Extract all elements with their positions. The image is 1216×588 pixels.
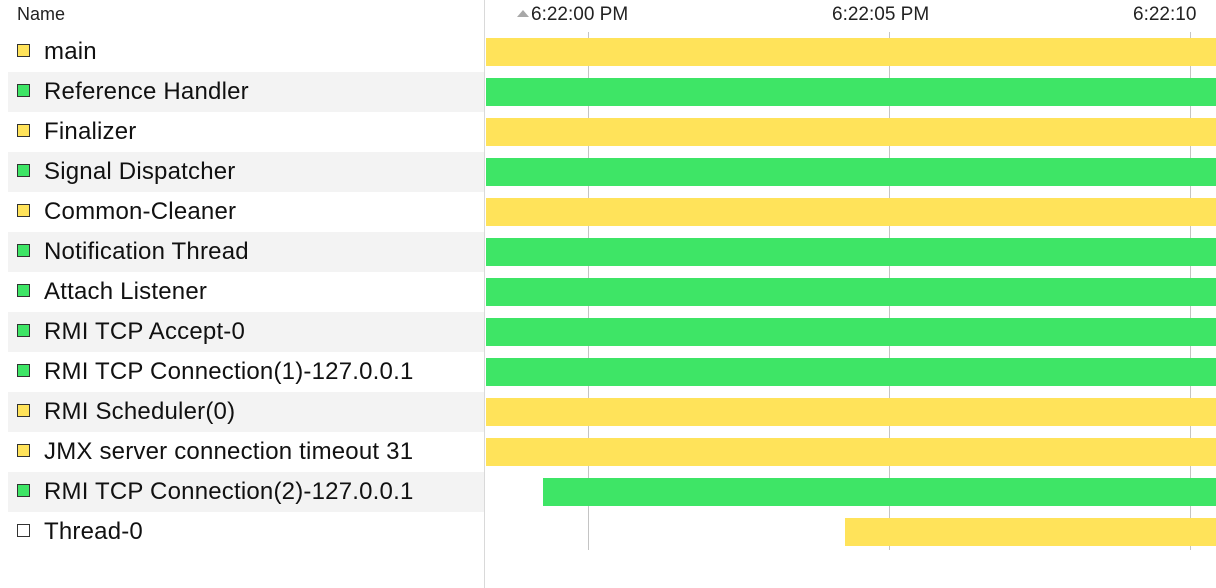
thread-row[interactable]: Finalizer [0, 112, 1216, 152]
thread-row[interactable]: Signal Dispatcher [0, 152, 1216, 192]
thread-row[interactable]: Attach Listener [0, 272, 1216, 312]
thread-row[interactable]: JMX server connection timeout 31 [0, 432, 1216, 472]
thread-state-bar[interactable] [486, 238, 1216, 266]
thread-name-label: Attach Listener [44, 278, 208, 305]
thread-state-icon [17, 524, 30, 537]
time-tick-label: 6:22:05 PM [832, 4, 930, 25]
thread-name-label: Signal Dispatcher [44, 158, 236, 185]
thread-name-label: main [44, 38, 97, 65]
thread-state-icon [17, 484, 30, 497]
thread-name-label: Notification Thread [44, 238, 249, 265]
thread-state-bar[interactable] [486, 278, 1216, 306]
thread-state-icon [17, 164, 30, 177]
time-tick-label: 6:22:10 [1133, 4, 1197, 25]
thread-name-label: JMX server connection timeout 31 [44, 438, 414, 465]
thread-state-bar[interactable] [486, 358, 1216, 386]
time-tick-label: 6:22:00 PM [531, 4, 629, 25]
thread-name-label: Common-Cleaner [44, 198, 237, 225]
thread-state-bar[interactable] [486, 318, 1216, 346]
thread-row[interactable]: RMI Scheduler(0) [0, 392, 1216, 432]
thread-state-bar[interactable] [486, 398, 1216, 426]
thread-state-bar[interactable] [486, 198, 1216, 226]
thread-state-bar[interactable] [486, 38, 1216, 66]
thread-names-column: Name [0, 0, 484, 588]
thread-row[interactable]: Notification Thread [0, 232, 1216, 272]
thread-row[interactable]: main [0, 32, 1216, 72]
thread-state-icon [17, 244, 30, 257]
thread-name-label: Reference Handler [44, 78, 249, 105]
thread-name-label: Finalizer [44, 118, 137, 145]
thread-state-icon [17, 404, 30, 417]
thread-state-icon [17, 84, 30, 97]
thread-state-bar[interactable] [486, 438, 1216, 466]
timeline-column: 6:22:00 PM 6:22:05 PM 6:22:10 [484, 0, 1216, 588]
thread-state-bar[interactable] [845, 518, 1216, 546]
thread-row[interactable]: Thread-0 [0, 512, 1216, 552]
thread-state-bar[interactable] [486, 158, 1216, 186]
thread-name-label: RMI Scheduler(0) [44, 398, 236, 425]
thread-row[interactable]: Common-Cleaner [0, 192, 1216, 232]
name-column-header[interactable]: Name [17, 4, 66, 24]
thread-state-bar[interactable] [486, 118, 1216, 146]
thread-row-background [8, 472, 484, 512]
timeline-header[interactable]: 6:22:00 PM 6:22:05 PM 6:22:10 [485, 0, 1216, 32]
thread-name-label: RMI TCP Connection(2)-127.0.0.1 [44, 478, 414, 505]
thread-state-icon [17, 284, 30, 297]
sort-ascending-icon [517, 10, 529, 17]
thread-name-label: RMI TCP Accept-0 [44, 318, 246, 345]
thread-state-bar[interactable] [486, 78, 1216, 106]
thread-row-background [8, 152, 484, 192]
thread-row-background [8, 392, 484, 432]
thread-state-icon [17, 444, 30, 457]
thread-state-icon [17, 44, 30, 57]
thread-state-icon [17, 124, 30, 137]
thread-state-icon [17, 324, 30, 337]
thread-name-label: RMI TCP Connection(1)-127.0.0.1 [44, 358, 414, 385]
thread-state-icon [17, 364, 30, 377]
thread-row[interactable]: RMI TCP Connection(2)-127.0.0.1 [0, 472, 1216, 512]
thread-row-background [8, 72, 484, 112]
thread-row[interactable]: Reference Handler [0, 72, 1216, 112]
thread-name-label: Thread-0 [44, 518, 143, 545]
thread-state-bar[interactable] [542, 478, 1216, 506]
thread-state-icon [17, 204, 30, 217]
thread-row[interactable]: RMI TCP Accept-0 [0, 312, 1216, 352]
thread-row-background [8, 312, 484, 352]
thread-row[interactable]: RMI TCP Connection(1)-127.0.0.1 [0, 352, 1216, 392]
thread-row-background [8, 232, 484, 272]
